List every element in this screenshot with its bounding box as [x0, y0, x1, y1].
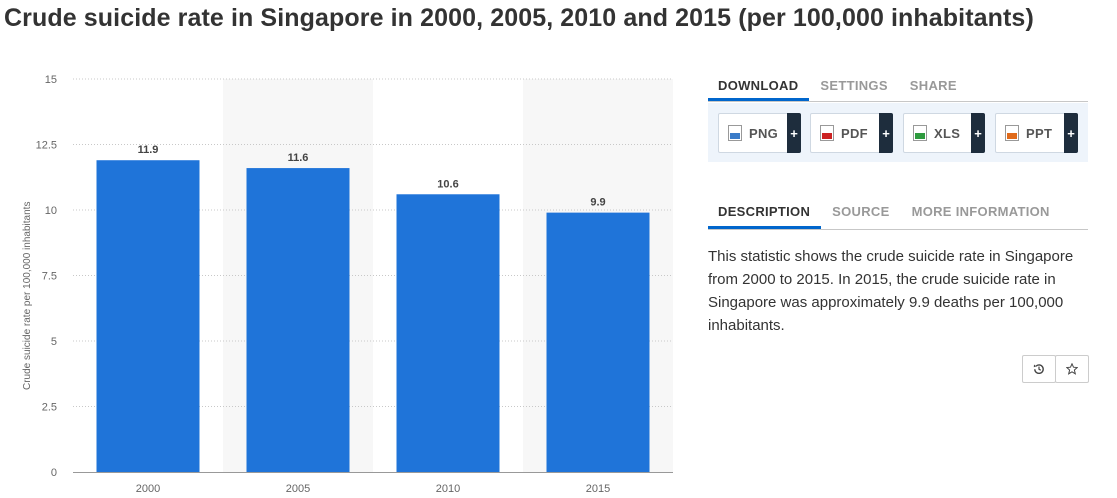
bar	[396, 194, 500, 472]
plus-icon[interactable]: +	[1064, 113, 1078, 153]
plus-icon[interactable]: +	[787, 113, 801, 153]
plus-icon[interactable]: +	[971, 113, 985, 153]
history-icon	[1033, 364, 1044, 375]
bar	[546, 212, 650, 472]
pdf-file-icon	[820, 125, 834, 141]
download-png-label: PNG	[749, 125, 779, 141]
png-file-icon	[728, 125, 742, 141]
y-tick-label: 7.5	[42, 271, 57, 283]
download-xls-label: XLS	[934, 125, 961, 141]
history-button[interactable]	[1022, 355, 1056, 383]
y-tick-label: 12.5	[36, 140, 57, 152]
data-label: 10.6	[437, 178, 458, 190]
data-label: 11.9	[138, 144, 159, 156]
download-panel: PNG + PDF + XLS + PPT +	[708, 103, 1088, 162]
download-png-button[interactable]: PNG +	[718, 113, 801, 153]
y-axis-title: Crude suicide rate per 100,000 inhabitan…	[22, 201, 33, 390]
y-tick-label: 0	[51, 467, 57, 479]
tab-download[interactable]: DOWNLOAD	[708, 74, 810, 101]
download-pdf-label: PDF	[841, 125, 868, 141]
tab-more-information[interactable]: MORE INFORMATION	[911, 204, 1050, 219]
x-tick-label: 2005	[286, 483, 310, 495]
x-tick-label: 2010	[436, 483, 460, 495]
page-title: Crude suicide rate in Singapore in 2000,…	[4, 4, 1034, 32]
y-tick-label: 10	[45, 205, 57, 217]
tab-description[interactable]: DESCRIPTION	[708, 200, 822, 229]
description-text: This statistic shows the crude suicide r…	[708, 248, 1074, 334]
download-pdf-button[interactable]: PDF +	[810, 113, 893, 153]
info-tabs: DESCRIPTION SOURCE MORE INFORMATION	[708, 200, 1088, 230]
data-label: 11.6	[288, 152, 309, 164]
xls-file-icon	[913, 125, 927, 141]
star-icon	[1066, 363, 1078, 375]
plus-icon[interactable]: +	[879, 113, 893, 153]
bar-chart: 0 2.5 5 7.5 10 12.5 15 11.9 2000 11.6 2005 10.6 2010…	[36, 74, 673, 495]
y-tick-label: 5	[51, 336, 57, 348]
x-tick-label: 2000	[136, 483, 160, 495]
download-ppt-label: PPT	[1026, 125, 1053, 141]
x-tick-label: 2015	[586, 483, 610, 495]
download-xls-button[interactable]: XLS +	[903, 113, 985, 153]
ppt-file-icon	[1005, 125, 1019, 141]
y-tick-label: 15	[45, 74, 57, 86]
chart-area: 0 2.5 5 7.5 10 12.5 15 11.9 2000 11.6 2005 10.6 2010…	[0, 60, 690, 498]
y-tick-label: 2.5	[42, 402, 57, 414]
download-ppt-button[interactable]: PPT +	[995, 113, 1078, 153]
bar	[96, 160, 200, 472]
export-tabs: DOWNLOAD SETTINGS SHARE	[708, 74, 1088, 102]
data-label: 9.9	[590, 197, 605, 209]
tab-settings[interactable]: SETTINGS	[820, 78, 888, 93]
favorite-button[interactable]	[1055, 355, 1089, 383]
bar	[246, 168, 350, 472]
tab-share[interactable]: SHARE	[909, 78, 957, 93]
tab-source[interactable]: SOURCE	[832, 204, 890, 219]
